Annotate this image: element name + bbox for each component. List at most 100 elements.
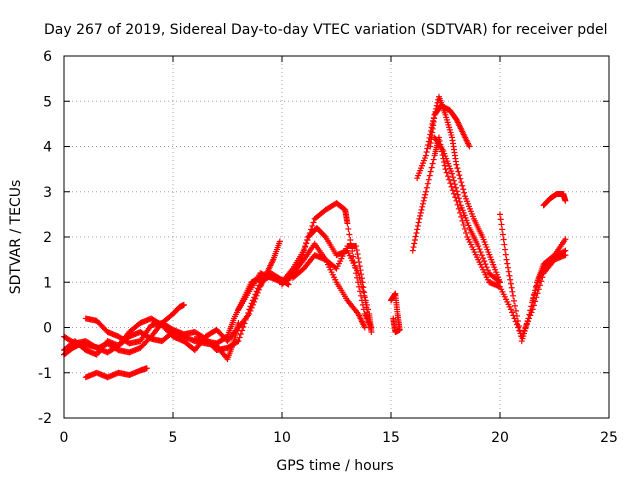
data-point <box>358 271 365 278</box>
y-tick-label: 3 <box>43 185 52 201</box>
data-point <box>455 168 462 175</box>
data-point <box>426 172 433 179</box>
data-point <box>357 267 364 274</box>
data-point <box>421 194 428 201</box>
data-point <box>419 200 426 207</box>
data-point <box>527 307 534 314</box>
data-point <box>410 244 417 251</box>
data-point <box>502 251 509 258</box>
data-point <box>507 280 514 287</box>
data-point <box>414 226 421 233</box>
data-point <box>424 180 431 187</box>
data-point <box>425 176 432 183</box>
data-point <box>447 180 454 187</box>
data-point <box>510 292 517 299</box>
data-point <box>461 189 468 196</box>
data-point <box>354 251 361 258</box>
x-tick-label: 0 <box>60 430 69 446</box>
plot-frame <box>63 55 610 419</box>
data-point <box>364 314 371 321</box>
data-point <box>512 307 519 314</box>
series-arc-3 <box>61 301 187 358</box>
x-tick-label: 10 <box>273 430 291 446</box>
data-point <box>430 156 437 163</box>
data-point <box>508 284 515 291</box>
data-point <box>347 237 354 244</box>
x-tick-label: 15 <box>382 430 400 446</box>
series-arc-17 <box>497 211 569 345</box>
data-point <box>561 248 568 255</box>
data-point <box>507 306 514 313</box>
data-point <box>497 216 504 223</box>
data-point <box>411 237 418 244</box>
data-point <box>252 295 259 302</box>
data-point <box>457 175 464 182</box>
data-point <box>513 312 520 319</box>
data-point <box>458 179 465 186</box>
data-point <box>422 191 429 198</box>
chart-title: Day 267 of 2019, Sidereal Day-to-day VTE… <box>44 22 608 38</box>
data-point <box>525 315 532 322</box>
data-point <box>455 195 462 202</box>
y-tick-label: 2 <box>43 230 52 246</box>
y-tick-label: 6 <box>43 49 52 65</box>
data-point <box>512 302 519 309</box>
data-point <box>303 240 310 247</box>
data-point <box>507 276 514 283</box>
data-point <box>477 249 484 256</box>
data-point <box>356 263 363 270</box>
data-point <box>422 188 429 195</box>
data-point <box>304 237 311 244</box>
series-arc-19 <box>529 247 569 304</box>
data-point <box>356 259 363 266</box>
data-point <box>452 184 459 191</box>
series-arc-6 <box>180 238 283 354</box>
data-point <box>251 298 258 305</box>
data-point <box>444 173 451 180</box>
data-point <box>302 243 309 250</box>
data-point <box>298 255 305 262</box>
data-point <box>418 206 425 213</box>
data-point <box>446 176 453 183</box>
data-point <box>528 303 535 310</box>
data-point <box>476 246 483 253</box>
data-point <box>509 309 516 316</box>
data-point <box>254 289 261 296</box>
data-point <box>180 301 187 308</box>
data-point <box>236 334 243 341</box>
data-point <box>454 191 461 198</box>
data-point <box>390 315 397 322</box>
data-point <box>276 238 283 245</box>
data-point <box>255 286 262 293</box>
data-point <box>364 309 371 316</box>
data-point <box>301 246 308 253</box>
y-tick-label: 4 <box>43 140 52 156</box>
data-point <box>450 177 457 184</box>
data-point <box>297 258 304 265</box>
data-point <box>497 211 503 218</box>
data-point <box>482 261 489 268</box>
data-point <box>362 299 369 306</box>
series-arc-11 <box>289 243 373 331</box>
data-point <box>451 181 458 188</box>
y-tick-label: 5 <box>43 94 52 110</box>
data-point <box>498 221 505 228</box>
data-point <box>423 184 430 191</box>
data-point <box>562 236 569 243</box>
data-point <box>321 232 328 239</box>
data-point <box>428 164 435 171</box>
data-point <box>246 310 253 317</box>
data-point <box>422 152 429 159</box>
data-point <box>416 215 423 222</box>
data-point <box>353 243 360 250</box>
data-point <box>458 213 465 220</box>
data-point <box>538 278 545 285</box>
data-point <box>417 212 424 219</box>
data-point <box>453 188 460 195</box>
data-point <box>562 197 569 204</box>
data-point <box>239 327 246 334</box>
data-point <box>463 229 470 236</box>
data-point <box>526 311 533 318</box>
data-point <box>527 312 534 319</box>
data-point <box>461 225 468 232</box>
